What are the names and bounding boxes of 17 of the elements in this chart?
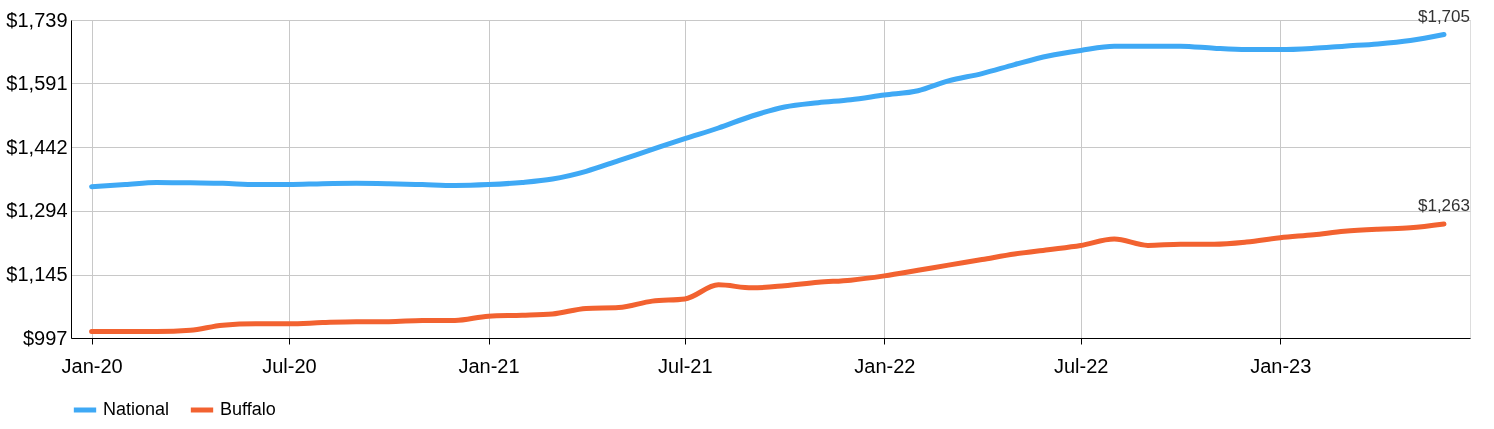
x-tick-label: Jan-22 (854, 354, 916, 377)
y-tick-label: $1,739 (6, 8, 68, 31)
y-tick-label: $1,442 (6, 135, 68, 158)
annotation: $1,705 (1417, 6, 1470, 26)
x-tick-label: Jan-20 (61, 354, 123, 377)
x-tick-label: Jul-20 (262, 354, 317, 377)
legend-label: Buffalo (220, 399, 276, 419)
y-tick-label: $1,294 (6, 199, 68, 222)
legend-label: National (103, 399, 170, 419)
x-tick-label: Jan-21 (458, 354, 520, 377)
x-tick-label: Jul-22 (1053, 354, 1109, 377)
y-tick-label: $997 (23, 326, 68, 349)
x-tick-label: Jul-21 (658, 354, 713, 377)
y-tick-label: $1,591 (6, 71, 68, 94)
y-tick-label: $1,145 (6, 263, 68, 286)
x-tick-label: Jan-23 (1250, 354, 1312, 377)
annotation: $1,263 (1417, 196, 1470, 215)
